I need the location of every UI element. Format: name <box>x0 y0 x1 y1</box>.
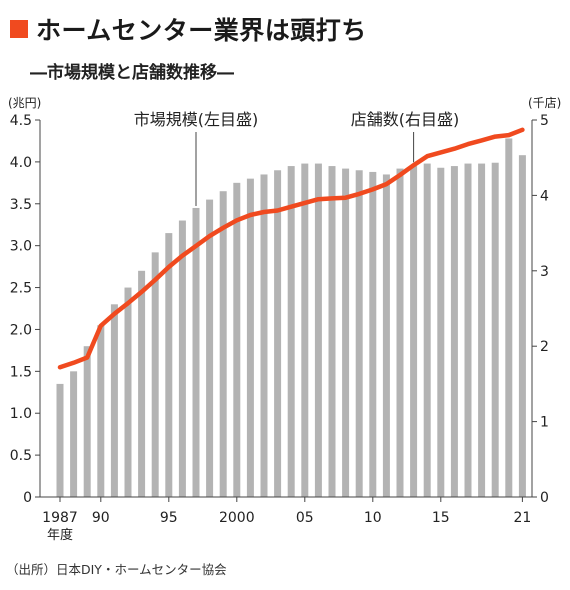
source-note: （出所）日本DIY・ホームセンター協会 <box>6 562 227 577</box>
bar <box>56 383 64 497</box>
bar <box>518 155 526 498</box>
left-tick-label: 4.0 <box>10 155 32 171</box>
bar <box>301 163 309 497</box>
left-tick-label: 0.5 <box>10 448 32 464</box>
bar <box>369 171 377 498</box>
bar <box>233 182 241 498</box>
chart-subtitle: ―市場規模と店舗数推移― <box>30 63 234 83</box>
bar <box>274 170 282 497</box>
title-marker <box>10 20 28 38</box>
x-tick-label: 1987 <box>42 510 78 526</box>
bar <box>478 163 486 497</box>
bar <box>151 252 159 497</box>
x-tick-label: 15 <box>432 510 450 526</box>
right-tick-label: 1 <box>540 415 549 431</box>
bar <box>464 163 472 497</box>
bar <box>342 168 350 497</box>
bar-series <box>56 138 526 498</box>
bar <box>260 174 268 497</box>
bar <box>138 270 146 497</box>
left-tick-label: 2.0 <box>10 322 32 338</box>
store-count-line <box>57 127 525 370</box>
bar <box>206 199 214 498</box>
bar <box>110 304 118 497</box>
bar <box>219 191 227 497</box>
x-tick-label: 21 <box>513 510 531 526</box>
line-series <box>57 127 525 370</box>
x-tick-label: 10 <box>364 510 382 526</box>
bar <box>382 174 390 497</box>
bar <box>178 220 186 498</box>
bar <box>450 166 458 498</box>
right-tick-label: 0 <box>540 490 549 506</box>
x-tick-label: 05 <box>296 510 314 526</box>
right-tick-label: 3 <box>540 264 549 280</box>
bar <box>124 287 132 497</box>
right-tick-label: 5 <box>540 113 549 129</box>
x-tick-label: 90 <box>92 510 110 526</box>
left-tick-label: 1.5 <box>10 364 32 380</box>
bar-series-label: 市場規模(左目盛) <box>134 110 259 129</box>
right-axis-unit: (千店) <box>528 96 561 110</box>
right-tick-label: 4 <box>540 188 549 204</box>
bar <box>410 166 418 498</box>
bar <box>70 371 78 497</box>
bar <box>437 167 445 497</box>
bar <box>328 166 336 498</box>
left-tick-label: 1.0 <box>10 406 32 422</box>
chart-title: ホームセンター業界は頭打ち <box>36 16 367 45</box>
left-tick-label: 2.5 <box>10 281 32 297</box>
bar <box>505 138 513 498</box>
left-tick-label: 0 <box>23 490 32 506</box>
annotations: 市場規模(左目盛) 店舗数(右目盛) <box>134 110 460 206</box>
line-series-label: 店舗数(右目盛) <box>351 110 460 129</box>
axes: 0 0.5 1.0 1.5 2.0 2.5 3.0 3.5 4.0 4.5 (兆円) 0 1 2 3 4 5 (千… <box>8 96 561 543</box>
bar <box>396 168 404 497</box>
bar <box>165 233 173 497</box>
x-axis-caption: 年度 <box>47 527 73 543</box>
left-tick-label: 3.5 <box>10 197 32 213</box>
left-tick-label: 3.0 <box>10 239 32 255</box>
left-axis-unit: (兆円) <box>8 96 41 110</box>
bar <box>314 163 322 497</box>
left-tick-label: 4.5 <box>10 113 32 129</box>
bar <box>287 166 295 498</box>
bar <box>423 163 431 497</box>
bar <box>246 178 254 497</box>
bar <box>355 170 363 497</box>
x-tick-label: 95 <box>160 510 178 526</box>
x-tick-label: 2000 <box>219 510 255 526</box>
bar <box>192 207 200 497</box>
bar <box>97 325 105 497</box>
title-row: ホームセンター業界は頭打ち <box>10 14 367 45</box>
bar <box>491 162 499 497</box>
bar <box>83 346 91 497</box>
right-tick-label: 2 <box>540 339 549 355</box>
